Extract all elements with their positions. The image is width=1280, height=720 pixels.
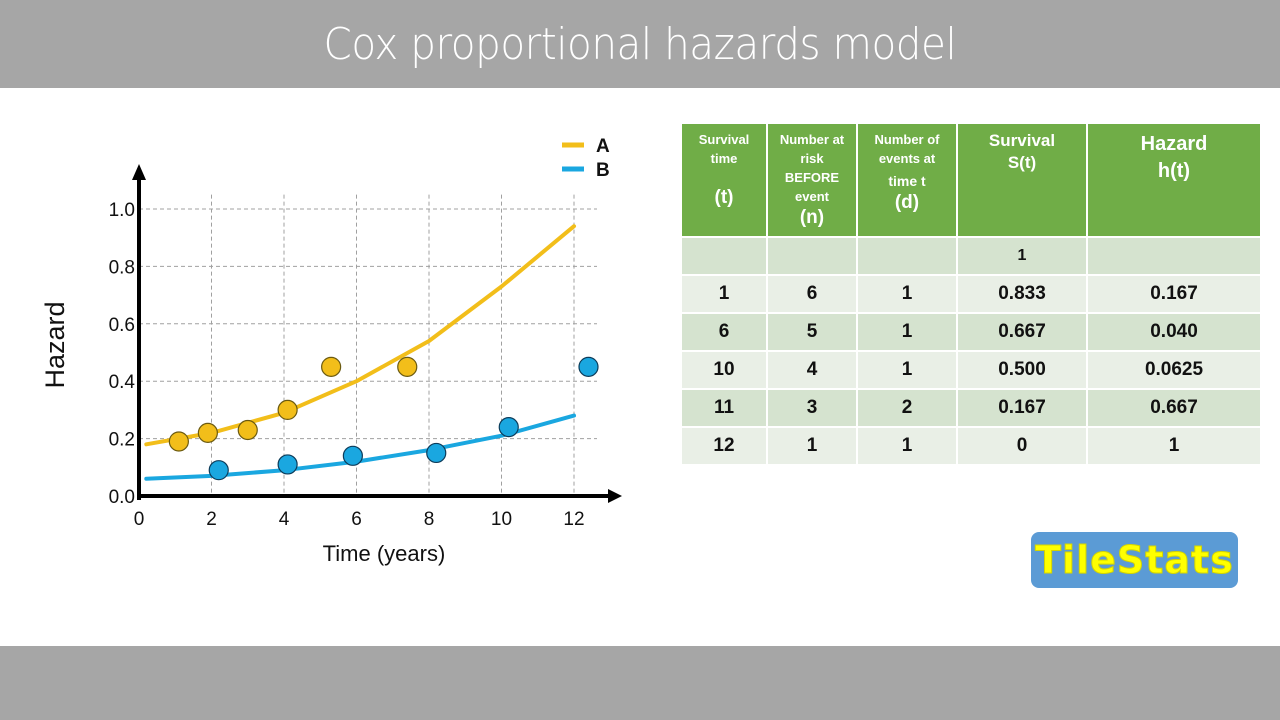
data-point-b xyxy=(342,445,363,466)
header-line: Number at xyxy=(779,132,845,147)
table-cell: 1 xyxy=(958,238,1086,274)
x-tick-label: 4 xyxy=(279,509,290,530)
table-cell: 6 xyxy=(682,314,766,350)
header-line: h(t) xyxy=(1157,160,1191,182)
table-cell: 0.500 xyxy=(958,352,1086,388)
table-cell: 1 xyxy=(858,428,956,464)
table-header-row: Survival time (t) Number at risk BEFORE … xyxy=(682,124,1260,236)
table-cell: 0.667 xyxy=(1088,390,1260,426)
tilestats-logo: TileStats xyxy=(1031,532,1238,588)
header-symbol: (t) xyxy=(714,187,734,208)
chart-canvas: 0.0 0.2 0.4 0.6 0.8 1.0 0 2 4 6 8 10 12 Time (years) H… xyxy=(40,136,622,566)
data-point-a xyxy=(277,399,298,420)
header-line: BEFORE xyxy=(784,170,840,185)
table-cell: 1 xyxy=(858,314,956,350)
table-cell: 0.833 xyxy=(958,276,1086,312)
legend-label-a: A xyxy=(596,136,610,157)
x-tick-label: 10 xyxy=(491,509,512,530)
table-cell xyxy=(682,238,766,274)
x-tick-label: 12 xyxy=(563,509,584,530)
header-line: Hazard xyxy=(1140,133,1208,155)
table-row: 6 5 1 0.667 0.040 xyxy=(682,314,1260,350)
table-cell: 6 xyxy=(768,276,856,312)
table-cell: 1 xyxy=(1088,428,1260,464)
table-row: 12 1 1 0 1 xyxy=(682,428,1260,464)
header-symbol: (d) xyxy=(894,192,920,213)
data-point-a xyxy=(237,419,258,441)
header-number-at-risk: Number at risk BEFORE event (n) xyxy=(768,124,856,236)
table-cell: 10 xyxy=(682,352,766,388)
data-point-b xyxy=(277,454,298,475)
y-axis-arrow-icon xyxy=(132,164,146,180)
table-cell xyxy=(1088,238,1260,274)
footer-band xyxy=(0,646,1280,720)
data-point-a xyxy=(321,356,342,377)
table-cell: 0 xyxy=(958,428,1086,464)
hazard-chart: 0.0 0.2 0.4 0.6 0.8 1.0 0 2 4 6 8 10 12 Time (years) H… xyxy=(0,100,660,600)
header-line: Survival xyxy=(698,132,750,147)
data-point-b xyxy=(498,417,519,438)
header-survival: Survival S(t) xyxy=(958,124,1086,236)
header-line: S(t) xyxy=(1007,153,1037,172)
legend-label-b: B xyxy=(596,160,610,181)
table-cell xyxy=(858,238,956,274)
table-cell: 11 xyxy=(682,390,766,426)
header-hazard: Hazard h(t) xyxy=(1088,124,1260,236)
table-cell: 0.667 xyxy=(958,314,1086,350)
data-point-a xyxy=(397,356,418,377)
x-tick-label: 0 xyxy=(134,509,145,530)
table-cell: 0.167 xyxy=(958,390,1086,426)
y-tick-label: 1.0 xyxy=(109,200,135,221)
survival-table: Survival time (t) Number at risk BEFORE … xyxy=(680,122,1262,466)
title-band: Cox proportional hazards model xyxy=(0,0,1280,88)
header-line: time xyxy=(710,151,738,166)
table-cell: 0.040 xyxy=(1088,314,1260,350)
slide-title: Cox proportional hazards model xyxy=(323,18,957,70)
header-symbol: (n) xyxy=(799,207,825,228)
x-tick-label: 8 xyxy=(424,509,435,530)
y-tick-label: 0.4 xyxy=(109,372,136,393)
x-tick-label: 2 xyxy=(206,509,217,530)
data-point-a xyxy=(168,431,189,452)
table-cell xyxy=(768,238,856,274)
table-cell: 2 xyxy=(858,390,956,426)
y-tick-label: 0.2 xyxy=(109,430,135,451)
logo-text: TileStats xyxy=(1035,538,1234,583)
header-line: risk xyxy=(800,151,824,166)
header-line: events at xyxy=(878,151,936,166)
data-point-b xyxy=(426,442,447,464)
table-cell: 1 xyxy=(768,428,856,464)
table-cell: 5 xyxy=(768,314,856,350)
header-line: event xyxy=(795,189,829,204)
data-point-a xyxy=(197,422,218,443)
data-point-b xyxy=(208,460,229,481)
header-survival-time: Survival time (t) xyxy=(682,124,766,236)
table-cell: 0.0625 xyxy=(1088,352,1260,388)
x-tick-label: 6 xyxy=(351,509,362,530)
table-cell: 0.167 xyxy=(1088,276,1260,312)
y-tick-label: 0.0 xyxy=(109,487,135,508)
x-axis-arrow-icon xyxy=(608,489,622,503)
table-cell: 3 xyxy=(768,390,856,426)
table-row: 1 xyxy=(682,238,1260,274)
table-cell: 1 xyxy=(682,276,766,312)
table-cell: 1 xyxy=(858,276,956,312)
y-tick-label: 0.6 xyxy=(109,315,135,336)
data-point-b xyxy=(578,356,599,377)
header-number-of-events: Number of events at time t (d) xyxy=(858,124,956,236)
table-row: 11 3 2 0.167 0.667 xyxy=(682,390,1260,426)
table-row: 10 4 1 0.500 0.0625 xyxy=(682,352,1260,388)
table-cell: 4 xyxy=(768,352,856,388)
header-line: Number of xyxy=(874,132,940,147)
y-axis-label: Hazard xyxy=(40,301,70,388)
x-axis-label: Time (years) xyxy=(323,541,446,566)
header-line: Survival xyxy=(988,131,1056,150)
fit-curve-a xyxy=(144,224,576,447)
header-line: time t xyxy=(888,173,926,189)
table-cell: 12 xyxy=(682,428,766,464)
table-cell: 1 xyxy=(858,352,956,388)
table-row: 1 6 1 0.833 0.167 xyxy=(682,276,1260,312)
y-tick-label: 0.8 xyxy=(109,257,135,278)
